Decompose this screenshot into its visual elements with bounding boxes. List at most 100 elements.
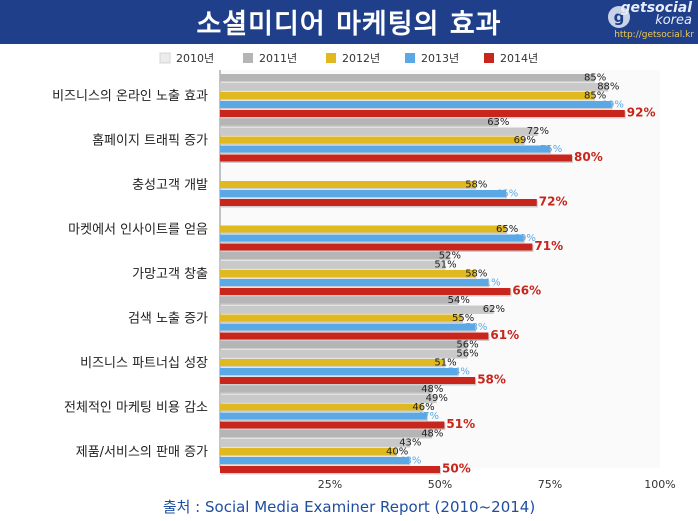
bar-chart: 2010년 2011년 2012년 2013년 2014년 25% 50% 75% 100% 비즈…	[52, 52, 676, 491]
data-label-1-4: 52%	[439, 251, 461, 262]
category-label-3: 마켓에서 인사이트를 얻음	[68, 223, 208, 238]
bar-3-4	[220, 270, 476, 277]
category-label-2: 충성고객 개발	[132, 178, 208, 193]
bar-4-8	[220, 457, 410, 464]
bar-1-6	[220, 341, 467, 348]
data-label-1-8: 48%	[421, 429, 443, 440]
data-label-5-5: 61%	[490, 328, 519, 342]
data-label-3-4: 58%	[465, 269, 487, 280]
data-label-4-8: 43%	[399, 456, 421, 467]
category-label-1: 홈페이지 트래픽 증가	[92, 134, 208, 149]
x-tick-label-3: 100%	[644, 478, 675, 491]
bar-1-1	[220, 118, 498, 126]
bar-4-4	[220, 279, 489, 286]
bar-2-8	[220, 439, 410, 446]
bar-5-7	[220, 421, 445, 429]
x-tick-label-2: 75%	[538, 478, 562, 491]
bar-3-1	[220, 136, 524, 144]
data-label-4-7: 47%	[417, 411, 439, 422]
bar-4-0	[220, 101, 612, 108]
header-banner: 소셜미디어 마케팅의 효과 g getsocial korea http://g…	[0, 0, 698, 44]
category-label-0: 비즈니스의 온라인 노출 효과	[52, 89, 208, 104]
bar-2-6	[220, 350, 467, 357]
bar-5-2	[220, 199, 537, 206]
data-label-2-8: 43%	[399, 438, 421, 449]
bar-3-2	[220, 181, 476, 188]
bar-4-3	[220, 234, 524, 242]
data-label-5-3: 71%	[534, 239, 563, 253]
legend-swatch-0	[159, 52, 171, 64]
category-label-7: 전체적인 마케팅 비용 감소	[64, 401, 208, 416]
category-label-4: 가망고객 창출	[132, 267, 208, 282]
bar-4-7	[220, 412, 427, 420]
bar-2-4	[220, 261, 445, 268]
bar-2-1	[220, 127, 537, 135]
data-label-3-0: 85%	[584, 91, 606, 102]
bar-5-6	[220, 377, 476, 384]
data-label-2-0: 88%	[597, 82, 619, 93]
data-label-3-3: 65%	[496, 224, 518, 235]
bar-5-8	[220, 466, 440, 473]
legend-label-1: 2011년	[259, 52, 297, 65]
legend-swatch-3	[405, 53, 415, 63]
logo-brand-line2: korea	[655, 13, 692, 28]
bar-1-7	[220, 385, 432, 393]
legend-swatch-4	[484, 53, 494, 63]
data-label-4-6: 54%	[448, 367, 470, 378]
data-label-4-2: 65%	[496, 189, 518, 200]
logo-url: http://getsocial.kr	[614, 30, 694, 40]
legend-swatch-2	[326, 53, 336, 63]
bar-3-8	[220, 448, 396, 455]
data-label-3-1: 69%	[514, 135, 536, 146]
source-caption: 출처 : Social Media Examiner Report (2010~…	[162, 498, 536, 516]
data-label-4-5: 58%	[465, 322, 487, 333]
data-label-3-2: 58%	[465, 180, 487, 191]
data-label-4-0: 89%	[602, 100, 624, 111]
bar-2-5	[220, 305, 493, 313]
bar-4-2	[220, 190, 506, 197]
bar-4-1	[220, 145, 550, 153]
data-label-2-1: 72%	[527, 126, 549, 137]
data-label-5-0: 92%	[627, 106, 656, 120]
bar-3-0	[220, 92, 594, 99]
data-label-4-4: 61%	[478, 278, 500, 289]
data-label-1-7: 48%	[421, 384, 443, 395]
legend-label-4: 2014년	[500, 52, 538, 65]
legend-swatch-1	[243, 53, 253, 63]
data-label-5-6: 58%	[477, 373, 506, 387]
bar-2-0	[220, 83, 608, 90]
bar-3-6	[220, 359, 445, 366]
category-label-8: 제품/서비스의 판매 증가	[76, 445, 208, 460]
data-label-3-7: 46%	[412, 402, 434, 413]
data-label-1-6: 56%	[456, 340, 478, 351]
x-tick-label-1: 50%	[428, 478, 452, 491]
logo-g-icon: g	[608, 6, 630, 28]
category-label-6: 비즈니스 파트너십 성장	[80, 356, 208, 371]
data-label-1-5: 54%	[448, 295, 470, 306]
data-label-5-4: 66%	[512, 284, 541, 298]
bar-3-5	[220, 314, 462, 322]
data-label-5-1: 80%	[574, 150, 603, 164]
bar-1-4	[220, 252, 449, 259]
getsocial-logo: g getsocial korea http://getsocial.kr	[606, 0, 696, 42]
bar-5-3	[220, 243, 533, 251]
data-label-5-7: 51%	[446, 417, 475, 431]
data-label-4-1: 75%	[540, 144, 562, 155]
bar-5-0	[220, 110, 625, 117]
bar-1-8	[220, 430, 432, 437]
bar-4-6	[220, 368, 458, 375]
data-label-2-5: 62%	[483, 304, 505, 315]
legend-label-2: 2012년	[342, 52, 380, 65]
data-label-5-8: 50%	[442, 462, 471, 476]
logo-brand-line1: getsocial	[620, 0, 692, 16]
plot-area	[220, 70, 660, 468]
data-label-2-4: 51%	[434, 260, 456, 271]
data-label-5-2: 72%	[539, 195, 568, 209]
bar-5-4	[220, 288, 511, 295]
data-label-1-0: 85%	[584, 73, 606, 84]
category-label-5: 검색 노출 증가	[128, 312, 208, 327]
bar-3-7	[220, 403, 423, 411]
data-label-1-1: 63%	[487, 117, 509, 128]
legend-label-3: 2013년	[421, 52, 459, 65]
bar-1-0	[220, 74, 594, 81]
